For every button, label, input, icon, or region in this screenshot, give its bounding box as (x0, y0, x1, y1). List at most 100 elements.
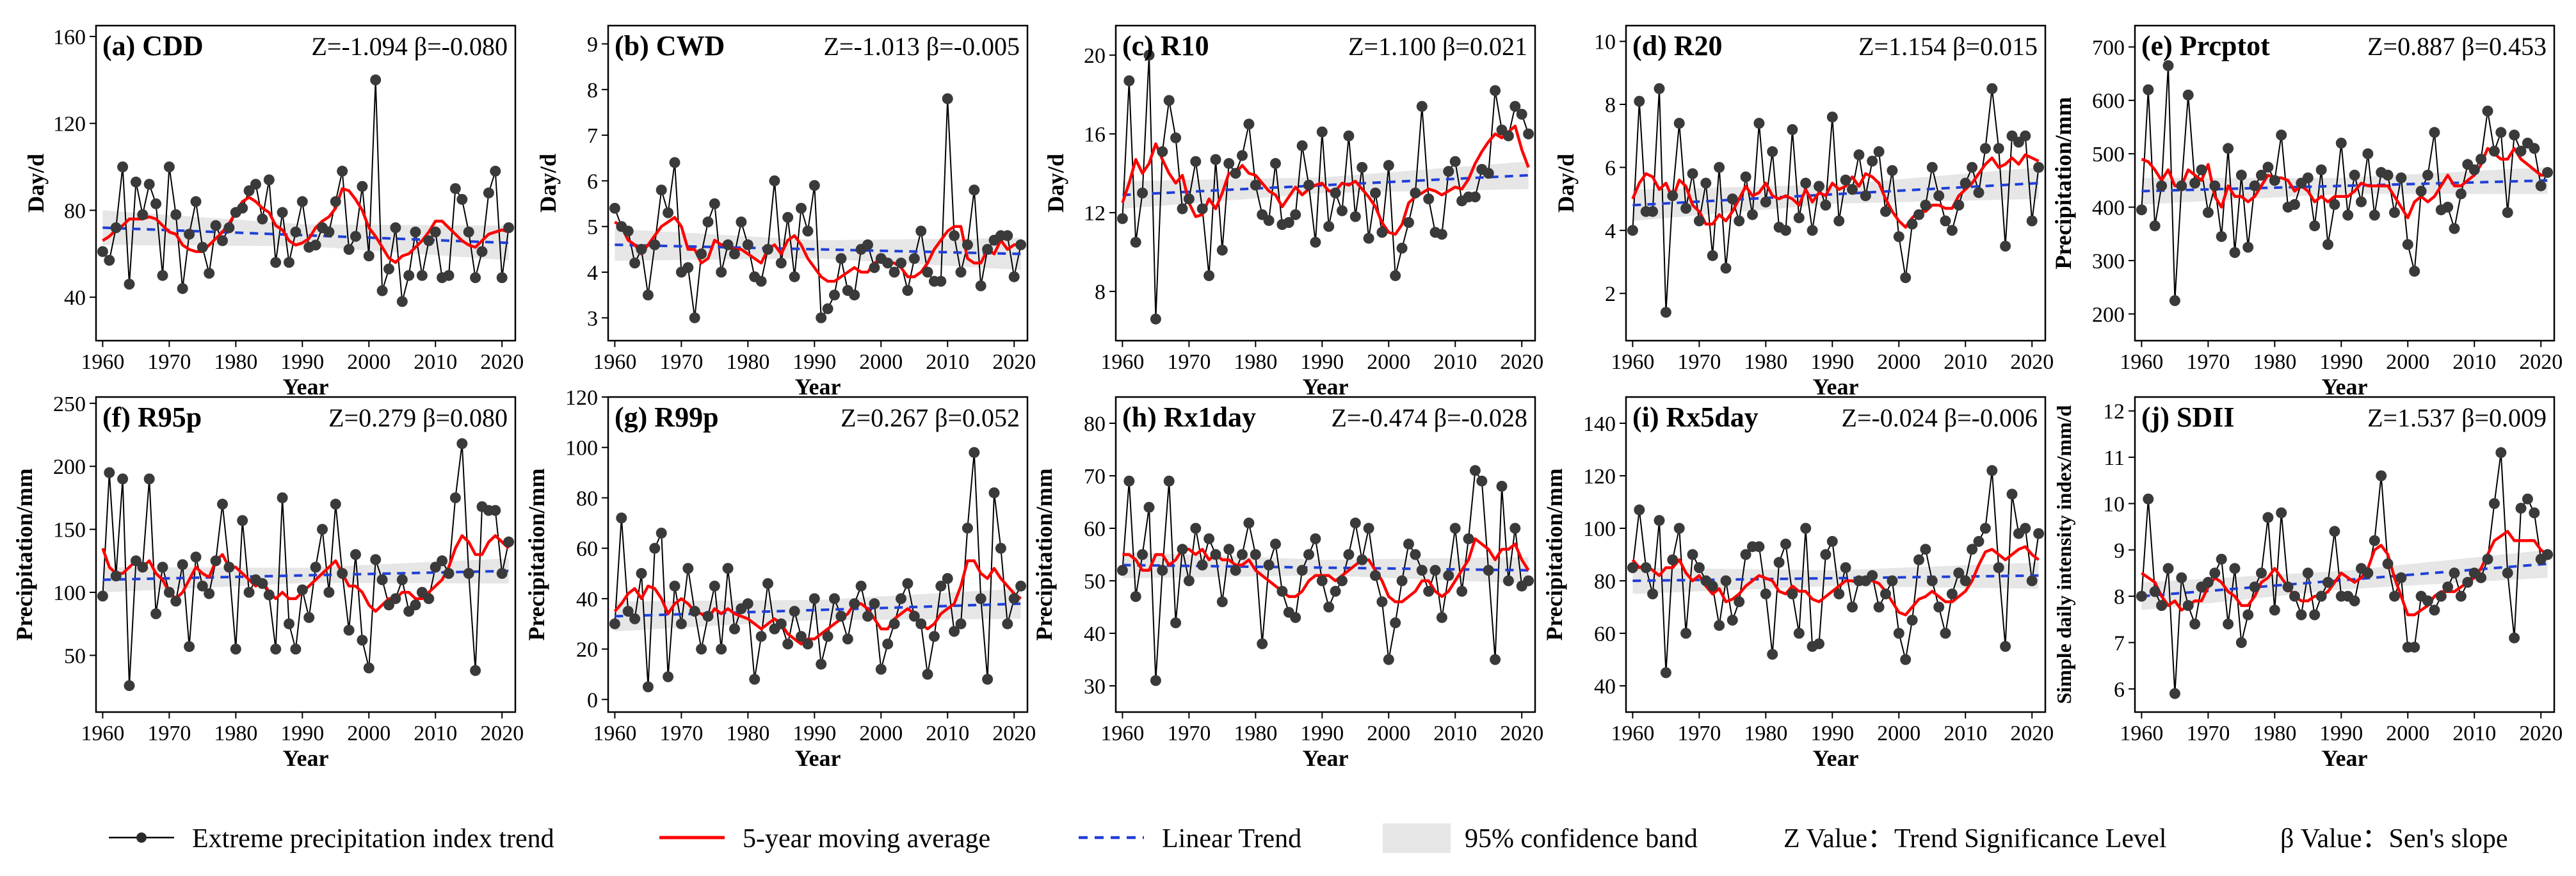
data-point (802, 638, 814, 650)
data-point (310, 239, 321, 251)
data-point (2488, 145, 2500, 157)
panel-stats: Z=-0.024 β=-0.006 (1841, 403, 2038, 432)
data-point (1463, 533, 1474, 544)
index-trend-line (614, 452, 1022, 687)
data-point (1137, 549, 1148, 560)
data-point (1826, 536, 1838, 547)
data-point (1416, 565, 1428, 576)
data-point (2329, 199, 2340, 210)
x-tick-label: 1960 (593, 350, 636, 374)
data-point (143, 473, 155, 485)
data-point (223, 222, 235, 234)
data-point (1814, 638, 1824, 649)
data-point (110, 571, 122, 581)
data-point (230, 644, 241, 655)
data-point (1734, 215, 1745, 227)
data-point (263, 589, 275, 601)
y-tick-label: 16 (1084, 123, 1106, 147)
data-point (1767, 146, 1778, 158)
data-point (1873, 601, 1885, 613)
data-point (1727, 615, 1738, 626)
data-point (702, 216, 714, 228)
data-point (2229, 247, 2241, 258)
panel-stats: Z=0.267 β=0.052 (841, 403, 1020, 432)
data-point (1627, 562, 1638, 573)
x-tick-label: 2000 (859, 350, 903, 374)
data-point (1423, 193, 1435, 205)
data-point (97, 246, 108, 257)
moving-average-line (2141, 147, 2548, 220)
data-point (323, 587, 335, 598)
data-point (2495, 127, 2507, 138)
data-point (869, 262, 880, 273)
moving-average-line (1631, 545, 2040, 617)
y-tick-label: 60 (1084, 517, 1106, 541)
data-point (383, 263, 394, 275)
data-point (270, 257, 282, 268)
x-tick-label: 1970 (147, 722, 191, 745)
data-point (483, 187, 494, 199)
data-point (935, 580, 947, 592)
data-point (130, 176, 141, 188)
data-point (1627, 225, 1638, 236)
data-point (157, 270, 168, 281)
data-point (1680, 628, 1692, 639)
panel-stats: Z=1.154 β=0.015 (1858, 32, 2038, 61)
y-tick-label: 120 (1583, 465, 1616, 489)
data-point (2256, 170, 2267, 181)
y-tick-label: 150 (53, 519, 86, 542)
data-point (2026, 575, 2038, 587)
data-point (1807, 225, 1818, 236)
data-point (908, 253, 920, 264)
data-point (995, 542, 1006, 554)
data-point (2276, 507, 2287, 519)
data-point (835, 610, 847, 622)
data-point (2169, 295, 2180, 306)
data-point (2242, 241, 2254, 253)
data-point (649, 239, 661, 250)
x-tick-label: 1960 (593, 722, 636, 745)
data-point (1469, 191, 1481, 202)
data-point (437, 555, 448, 567)
x-tick-label: 2020 (1500, 350, 1543, 374)
data-point (1396, 243, 1408, 254)
y-tick-label: 10 (2103, 492, 2125, 516)
data-point (1833, 215, 1845, 227)
data-point (2302, 567, 2314, 579)
data-point (749, 674, 761, 685)
data-point (290, 226, 302, 238)
x-tick-label: 1960 (2120, 350, 2163, 374)
data-point (896, 257, 906, 269)
data-point (284, 257, 294, 268)
y-tick-label: 20 (1084, 44, 1106, 68)
data-point (217, 235, 228, 247)
panel-stats: Z=-1.013 β=-0.005 (823, 32, 1020, 61)
data-point (2202, 207, 2214, 218)
data-point (1370, 570, 1381, 581)
y-tick-label: 60 (576, 537, 598, 561)
data-point (2309, 220, 2321, 232)
data-point (1787, 588, 1798, 599)
data-point (237, 202, 248, 214)
data-point (2422, 170, 2433, 181)
data-point (2216, 553, 2227, 565)
data-point (1403, 217, 1414, 228)
data-point (1230, 168, 1241, 179)
data-point (709, 580, 720, 592)
data-point (290, 644, 302, 655)
y-tick-label: 600 (2092, 90, 2125, 113)
panel-title: (e) Prcptot (2141, 30, 2270, 61)
data-point (423, 235, 435, 247)
y-tick-label: 100 (53, 581, 86, 605)
data-point (802, 225, 814, 237)
data-point (2475, 572, 2487, 583)
data-point (716, 266, 727, 278)
data-point (2162, 563, 2174, 574)
data-point (1116, 565, 1128, 576)
data-point (796, 631, 807, 642)
y-tick-label: 6 (1605, 156, 1616, 180)
data-point (456, 193, 468, 205)
data-point (1867, 156, 1878, 167)
data-point (1960, 177, 1971, 189)
y-tick-label: 120 (565, 386, 598, 410)
